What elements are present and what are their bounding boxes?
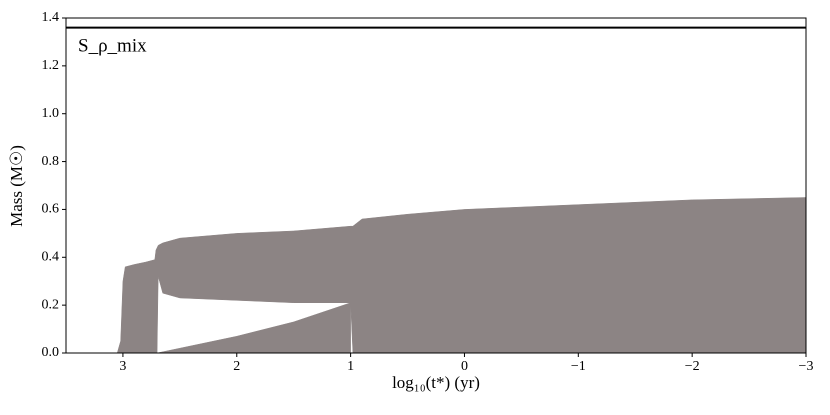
y-tick-label: 1.4 <box>42 10 60 25</box>
area <box>157 302 351 354</box>
x-tick-label: −1 <box>571 359 586 374</box>
y-tick-label: 0.6 <box>42 202 60 217</box>
area <box>66 197 807 354</box>
x-axis-label: log₁₀(t*) (yr) <box>392 373 480 392</box>
plot-frame <box>65 17 807 354</box>
y-axis-label: Mass (M☉) <box>7 145 26 227</box>
y-tick-label: 1.0 <box>42 106 60 121</box>
x-tick-label: 3 <box>119 359 126 374</box>
y-tick-label: 1.2 <box>42 58 60 73</box>
x-tick-label: −2 <box>685 359 700 374</box>
x-tick-label: 0 <box>461 359 468 374</box>
y-tick-label: 0.2 <box>42 297 60 312</box>
y-tick-label: 0.4 <box>42 250 60 265</box>
y-tick-label: 0.8 <box>42 154 60 169</box>
x-tick-label: 2 <box>233 359 240 374</box>
x-tick-label: −3 <box>799 359 814 374</box>
y-tick-label: 0.0 <box>42 345 60 360</box>
annotation: S_ρ_mix <box>78 35 147 56</box>
x-tick-label: 1 <box>347 359 354 374</box>
